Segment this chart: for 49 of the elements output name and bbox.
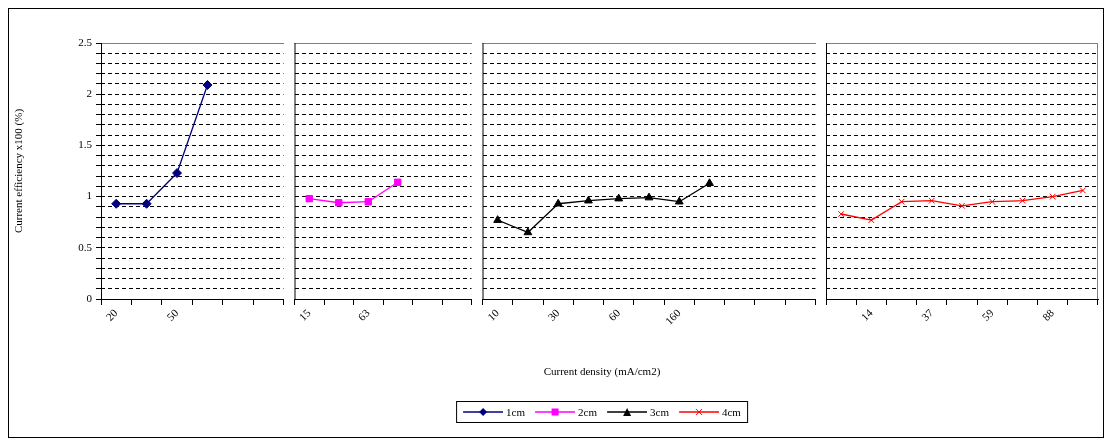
x-tick-label: 37 [918,306,936,323]
point [202,79,213,90]
point [364,198,372,206]
x-tick-label: 59 [979,306,997,323]
point [898,198,905,206]
y-axis-title: Current efficiency x100 (%) [12,108,26,234]
point [335,199,343,207]
x-tick-label: 20 [103,306,121,323]
point [523,227,533,236]
legend-label: 1cm [506,406,526,418]
point [928,197,936,205]
point [553,198,563,207]
x-tick-label: 14 [858,306,876,323]
x-tick-label: 88 [1039,306,1057,323]
point [1049,193,1056,200]
point [493,215,503,223]
legend-label: 3cm [650,406,669,418]
point [674,196,684,205]
point [837,210,845,218]
point [584,195,593,204]
y-tick-label: 1.5 [78,138,93,151]
point [305,194,313,203]
point [644,192,654,201]
point [172,168,183,179]
point [705,178,714,187]
point [1019,197,1026,205]
x-tick-label: 10 [484,306,502,323]
y-tick-label: 0.5 [78,240,93,253]
y-tick-label: 1 [86,189,92,202]
y-tick-label: 2 [86,87,92,100]
point [141,198,152,209]
legend-label: 4cm [721,406,741,418]
point [958,202,966,210]
x-tick-label: 160 [662,306,684,327]
y-tick-label: 2.5 [78,35,93,48]
x-tick-label: 30 [545,306,562,323]
legend-label: 2cm [578,406,597,418]
x-tick-label: 63 [355,306,373,323]
point [111,198,122,209]
x-axis-title: Current density (mA/cm2) [542,365,662,377]
point [1079,187,1087,194]
x-tick-label: 60 [605,306,623,323]
point [614,193,624,202]
point [394,178,402,186]
x-tick-label: 15 [296,306,314,323]
point [988,198,996,206]
point [868,216,875,224]
y-tick-label: 0 [86,291,93,304]
x-tick-label: 50 [164,306,181,323]
